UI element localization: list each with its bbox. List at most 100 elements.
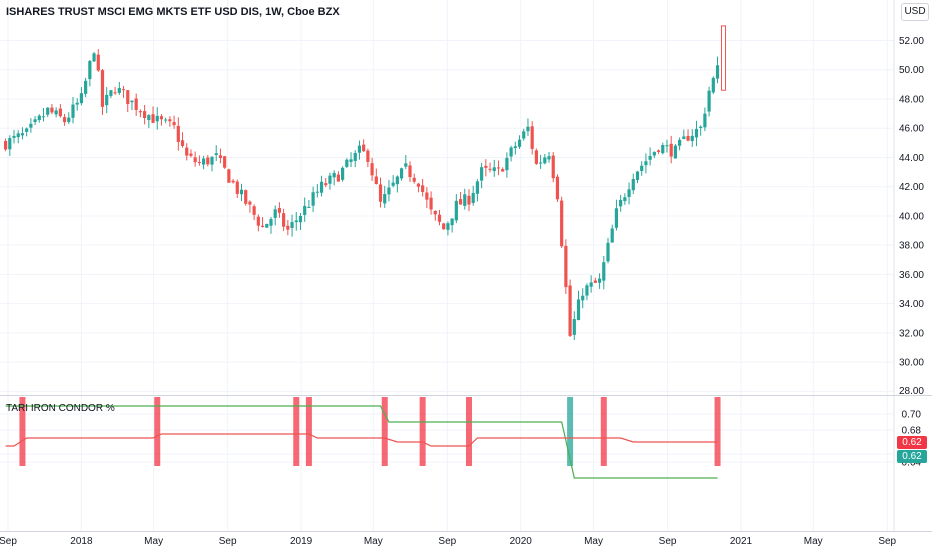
candle: [623, 193, 627, 205]
candle-body: [58, 108, 62, 117]
candle: [412, 173, 416, 184]
candle-body: [606, 242, 610, 262]
candle-body: [231, 180, 235, 183]
signal-bar-red: [293, 397, 300, 466]
candle: [227, 168, 231, 183]
candle-body: [378, 184, 383, 202]
candle: [551, 152, 555, 183]
candle-body: [602, 262, 606, 281]
candle: [33, 116, 37, 125]
x-tick-label: 2021: [730, 536, 753, 547]
indicator-value-green-badge: 0.62: [897, 450, 927, 463]
candle: [345, 158, 349, 168]
candle: [446, 221, 450, 236]
candle-body: [442, 223, 446, 230]
candle: [463, 188, 467, 210]
candle: [201, 155, 206, 170]
candle-body: [585, 285, 589, 296]
candle-body: [475, 181, 480, 194]
candle-body: [319, 181, 324, 193]
candle-body: [8, 138, 12, 150]
candle-body: [303, 205, 307, 215]
y-tick-label: 44.00: [899, 153, 924, 164]
candle-body: [669, 143, 673, 157]
signal-bar-red: [19, 397, 26, 466]
y-tick-label: 42.00: [899, 182, 924, 193]
candle-body: [513, 146, 517, 149]
x-tick-label: Sep: [659, 536, 677, 547]
candle-body: [143, 111, 147, 119]
candle-body: [197, 162, 201, 164]
signal-bar-green: [567, 397, 574, 466]
candle: [602, 255, 606, 290]
candle-body: [328, 175, 332, 184]
candle-body: [614, 208, 619, 228]
candle: [522, 128, 526, 141]
candle: [349, 152, 353, 168]
candle: [311, 186, 315, 212]
candle: [690, 129, 694, 147]
candle: [180, 132, 185, 148]
currency-button[interactable]: USD: [901, 3, 929, 21]
candle-body: [522, 131, 526, 139]
candle: [46, 107, 50, 118]
candle: [391, 175, 395, 188]
candle: [277, 202, 282, 218]
indicator-y-tick-label: 0.70: [902, 410, 922, 421]
candle: [41, 108, 46, 122]
candle: [538, 154, 543, 169]
candle-body: [324, 183, 328, 186]
candle: [155, 107, 159, 130]
candle-body: [336, 174, 340, 182]
candle-body: [75, 102, 79, 105]
candle: [71, 97, 75, 124]
candle: [260, 217, 265, 228]
candle-body: [248, 201, 252, 205]
candle: [383, 185, 387, 208]
candle-body: [593, 280, 597, 283]
candle-body: [349, 159, 353, 162]
candle-body: [20, 133, 25, 136]
x-tick-label: Sep: [438, 536, 456, 547]
candle: [517, 135, 522, 149]
candle: [585, 283, 589, 301]
candle: [425, 187, 429, 209]
candle-body: [454, 200, 458, 221]
candle-body: [105, 94, 109, 106]
candle-body: [92, 53, 96, 62]
candle: [8, 135, 12, 156]
candle: [84, 77, 88, 98]
candle-body: [282, 213, 286, 227]
candle-body: [332, 172, 336, 178]
candle-body: [488, 168, 492, 170]
candle-body: [366, 150, 370, 162]
candle-body: [416, 183, 421, 187]
candle-body: [551, 155, 555, 179]
candle: [121, 85, 126, 98]
candle: [467, 189, 471, 212]
candle-body: [484, 165, 488, 168]
candle: [378, 177, 383, 208]
candle: [492, 159, 496, 177]
candle: [450, 218, 454, 233]
candle: [673, 144, 678, 159]
candle-body: [113, 92, 117, 94]
candle-body: [100, 70, 105, 107]
candle: [341, 166, 345, 182]
y-tick-label: 28.00: [899, 386, 924, 397]
candle: [471, 185, 475, 206]
candle-body: [526, 126, 530, 132]
candle-body: [260, 225, 265, 227]
candle: [501, 167, 505, 172]
x-tick-label: 2018: [70, 536, 93, 547]
candle: [644, 153, 648, 174]
candle-body: [656, 150, 661, 152]
candle: [147, 114, 151, 129]
candle: [265, 223, 269, 228]
candle: [581, 288, 585, 309]
candle: [404, 154, 408, 170]
candle-body: [201, 158, 206, 165]
candle: [560, 196, 564, 249]
candle: [239, 183, 244, 202]
